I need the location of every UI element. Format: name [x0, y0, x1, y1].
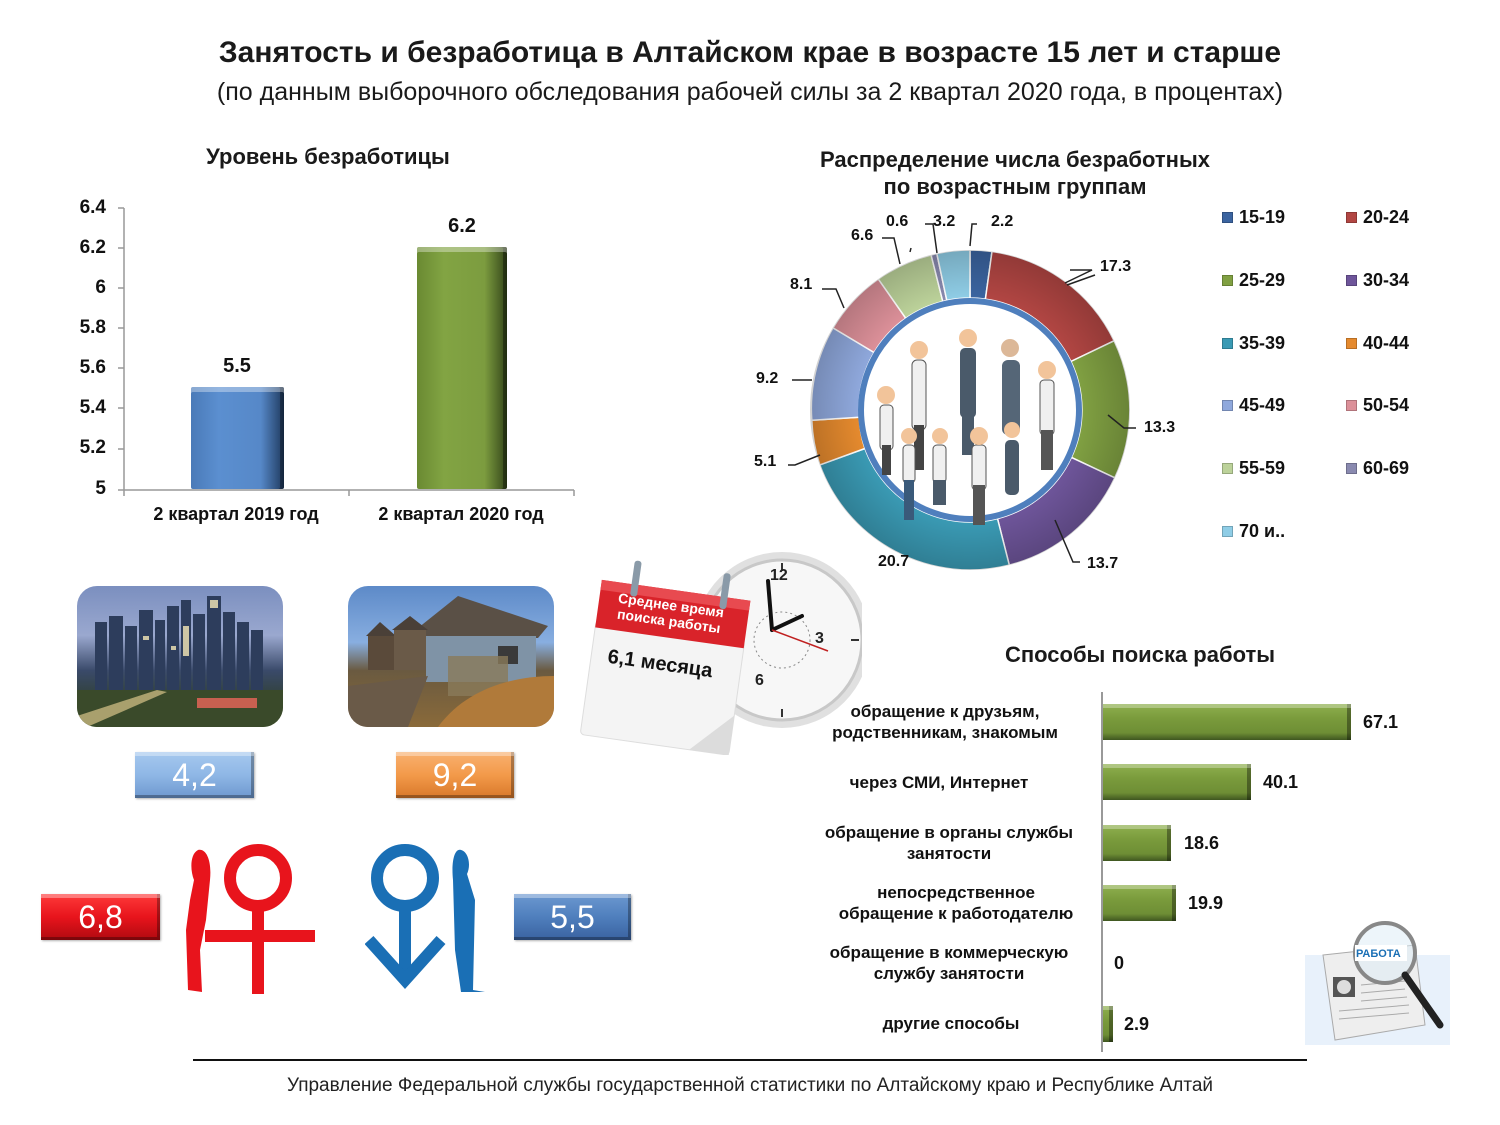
- legend-item-15-19: 15-19: [1222, 205, 1342, 229]
- hbar-value-commercial: 0: [1114, 953, 1125, 973]
- clock-number-3: 3: [815, 630, 824, 647]
- calendar-icon: [580, 560, 751, 755]
- bar-value-2020: 6.2: [448, 215, 476, 237]
- legend-swatch-icon: [1222, 399, 1233, 411]
- female-symbol-icon: [186, 844, 315, 994]
- method-label-other: другие способы: [882, 1014, 1020, 1033]
- male-symbol-icon: [365, 844, 485, 992]
- legend-item-60-69: 60-69: [1346, 456, 1466, 480]
- legend-item-40-44: 40-44: [1346, 331, 1466, 355]
- age-donut-chart: [810, 249, 1131, 571]
- donut-label-45-49: 9.2: [756, 370, 779, 387]
- donut-label-60-69: 0.6: [886, 213, 909, 230]
- legend-swatch-icon: [1222, 274, 1233, 286]
- hbar-value-other: 2.9: [1124, 1014, 1150, 1034]
- page-title: Занятость и безработица в Алтайском крае…: [218, 36, 1282, 69]
- hbar-friends: [1103, 704, 1351, 740]
- donut-label-25-29: 13.3: [1144, 419, 1176, 436]
- bar-2019: [191, 387, 284, 489]
- city-photo: [77, 586, 283, 727]
- y-tick: 5.8: [79, 317, 106, 338]
- bar-value-2019: 5.5: [223, 355, 251, 377]
- method-label-employer: непосредственное обращение к работодател…: [838, 883, 1074, 923]
- village-house-icon: [348, 596, 554, 727]
- legend-swatch-icon: [1222, 211, 1233, 223]
- y-tick: 6.4: [79, 197, 106, 218]
- urban-unemployment-value: 4,2: [135, 752, 254, 798]
- female-unemployment-value: 6,8: [41, 894, 160, 940]
- legend-swatch-icon: [1222, 462, 1233, 474]
- donut-label-70-plus: 3.2: [933, 213, 956, 230]
- legend-swatch-icon: [1346, 399, 1357, 411]
- search-methods-title: Способы поиска работы: [1004, 642, 1276, 667]
- legend-item-45-49: 45-49: [1222, 393, 1342, 417]
- chart-axes: [118, 207, 575, 496]
- donut-label-35-39: 20.7: [878, 553, 910, 570]
- age-chart-title-line2: по возрастным группам: [883, 174, 1147, 199]
- donut-label-50-54: 8.1: [790, 276, 813, 293]
- legend-item-30-34: 30-34: [1346, 268, 1466, 292]
- donut-leader-lines: [788, 223, 1136, 563]
- legend-item-25-29: 25-29: [1222, 268, 1342, 292]
- legend-swatch-icon: [1222, 525, 1233, 537]
- city-skyline-icon: [77, 596, 283, 727]
- donut-label-30-34: 13.7: [1087, 555, 1119, 572]
- category-label-2019: 2 квартал 2019 год: [153, 504, 319, 524]
- donut-label-20-24: 17.3: [1100, 258, 1132, 275]
- y-tick: 6.2: [79, 237, 106, 258]
- donut-label-40-44: 5.1: [754, 453, 777, 470]
- method-label-friends: обращение к друзьям, родственникам, знак…: [832, 702, 1058, 742]
- clock-number-12: 12: [770, 567, 788, 584]
- method-label-media: через СМИ, Интернет: [849, 773, 1029, 792]
- y-tick: 5.4: [79, 397, 106, 418]
- hbar-employer: [1103, 885, 1176, 921]
- hbar-axis: [1101, 692, 1103, 1052]
- hbar-value-employment-service: 18.6: [1184, 833, 1220, 853]
- newspaper-text: РАБОТА: [1356, 948, 1401, 960]
- footer-text: Управление Федеральной службы государств…: [286, 1075, 1213, 1096]
- category-label-2020: 2 квартал 2020 год: [378, 504, 544, 524]
- legend-swatch-icon: [1346, 211, 1357, 223]
- footer-divider: [193, 1059, 1307, 1061]
- y-tick: 5: [95, 478, 106, 499]
- village-photo: [348, 586, 554, 727]
- y-tick: 5.2: [79, 437, 106, 458]
- legend-item-20-24: 20-24: [1346, 205, 1466, 229]
- legend-swatch-icon: [1346, 337, 1357, 349]
- donut-label-55-59: 6.6: [851, 227, 874, 244]
- page-subtitle: (по данным выборочного обследования рабо…: [216, 78, 1284, 106]
- rural-unemployment-value: 9,2: [396, 752, 514, 798]
- people-illustration-icon: [877, 329, 1056, 525]
- legend-swatch-icon: [1346, 274, 1357, 286]
- calendar-clock-illustration: [580, 552, 862, 755]
- method-label-commercial: обращение в коммерческую службу занятост…: [829, 943, 1069, 983]
- legend-item-35-39: 35-39: [1222, 331, 1342, 355]
- hbar-media: [1103, 764, 1251, 800]
- unemployment-chart-title: Уровень безработицы: [206, 144, 450, 169]
- newspaper-magnifier-icon: [1305, 921, 1450, 1045]
- legend-swatch-icon: [1222, 337, 1233, 349]
- method-label-employment-service: обращение в органы службы занятости: [824, 823, 1074, 863]
- bar-2020: [417, 247, 507, 489]
- age-chart-title-line1: Распределение числа безработных: [820, 147, 1210, 172]
- y-tick: 6: [95, 277, 106, 298]
- hbar-value-media: 40.1: [1263, 772, 1299, 792]
- hbar-value-friends: 67.1: [1363, 712, 1399, 732]
- hbar-value-employer: 19.9: [1188, 893, 1224, 913]
- legend-item-70-plus: 70 и..: [1222, 519, 1342, 543]
- donut-label-15-19: 2.2: [991, 213, 1014, 230]
- legend-swatch-icon: [1346, 462, 1357, 474]
- clock-number-6: 6: [755, 672, 764, 689]
- male-unemployment-value: 5,5: [514, 894, 631, 940]
- y-tick: 5.6: [79, 357, 106, 378]
- hbar-other: [1103, 1006, 1113, 1042]
- legend-item-50-54: 50-54: [1346, 393, 1466, 417]
- hbar-employment-service: [1103, 825, 1171, 861]
- legend-item-55-59: 55-59: [1222, 456, 1342, 480]
